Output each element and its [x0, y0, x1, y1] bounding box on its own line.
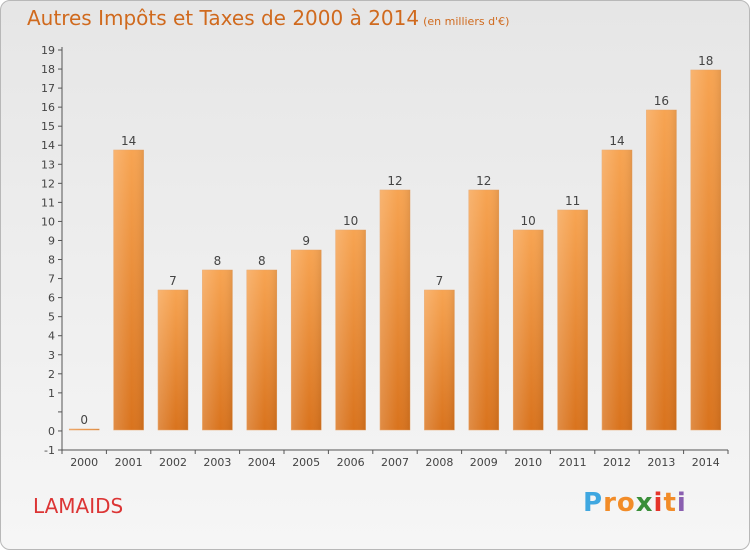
labels: 0 14 7 8 8 9 10 12 7 12 10 11 14 16 18: [80, 54, 713, 427]
x-tick-label: 2007: [381, 456, 409, 469]
bar-shade: [646, 110, 677, 430]
data-label: 7: [169, 274, 177, 288]
bar-shade: [158, 290, 188, 430]
x-tick-label: 2006: [337, 456, 365, 469]
logo-letter: i: [653, 488, 664, 518]
x-tick-label: 2010: [514, 456, 542, 469]
bar-shade: [113, 150, 144, 430]
data-label: 9: [302, 234, 310, 248]
x-tick-label: 2002: [159, 456, 187, 469]
data-label: 10: [343, 214, 358, 228]
y-tick-label: 5: [48, 311, 55, 324]
data-label: 14: [121, 134, 136, 148]
bar-shade: [202, 270, 233, 430]
x-tick-label: 2003: [203, 456, 231, 469]
x-tick-label: 2008: [425, 456, 453, 469]
data-label: 11: [565, 194, 580, 208]
logo-letter: t: [663, 488, 677, 518]
y-tick-label: 12: [41, 177, 55, 190]
data-label: 10: [521, 214, 536, 228]
x-tick-label: 2013: [647, 456, 675, 469]
data-label: 18: [698, 54, 713, 68]
bar-shade: [335, 230, 366, 430]
chart-unit: (en milliers d'€): [423, 15, 510, 28]
data-label: 14: [609, 134, 624, 148]
y-tick-label: 19: [41, 44, 55, 57]
data-label: 8: [214, 254, 222, 268]
logo-letter: x: [635, 488, 654, 518]
proxiti-logo: Proxiti: [583, 488, 687, 518]
y-tick-label: 1: [48, 387, 55, 400]
logo-letter: o: [616, 488, 636, 518]
x-tick-label: 2000: [70, 456, 98, 469]
x-tick-label: 2012: [603, 456, 631, 469]
bar-shade: [246, 270, 277, 430]
bar-shade: [602, 150, 632, 430]
y-tick-label: 0: [48, 425, 55, 438]
y-tick-label: -1: [44, 444, 55, 457]
bar-shade: [513, 230, 544, 430]
bar-shade: [291, 250, 322, 430]
x-tick-label: 2004: [248, 456, 276, 469]
y-tick-label: 8: [48, 254, 55, 267]
y-tick-label: 17: [41, 82, 55, 95]
y-tick-label: 3: [48, 349, 55, 362]
bar-shade: [424, 290, 455, 430]
logo-letter: i: [676, 488, 687, 518]
x-tick-label: 2011: [559, 456, 587, 469]
chart-title-text: Autres Impôts et Taxes de 2000 à 2014: [27, 6, 420, 30]
bar-shade: [380, 190, 410, 430]
logo-letter: r: [603, 488, 617, 518]
y-tick-label: 11: [41, 196, 55, 209]
y-tick-label: 14: [41, 139, 55, 152]
y-tick-label: 10: [41, 215, 55, 228]
y-tick-label: 13: [41, 158, 55, 171]
data-label: 0: [80, 413, 88, 427]
y-tick-label: 18: [41, 63, 55, 76]
data-label: 12: [476, 174, 491, 188]
data-label: 16: [654, 94, 669, 108]
commune-name: LAMAIDS: [33, 494, 124, 518]
bar-shade: [69, 429, 100, 430]
x-tick-label: 2014: [692, 456, 720, 469]
bar-shade: [690, 70, 721, 430]
y-tick-label: 6: [48, 292, 55, 305]
y-tick-label: 2: [48, 368, 55, 381]
x-tick-label: 2009: [470, 456, 498, 469]
x-tick-label: 2005: [292, 456, 320, 469]
y-tick-label: 15: [41, 120, 55, 133]
y-tick-label: 9: [48, 234, 55, 247]
bar-shade: [557, 210, 588, 430]
y-tick-label: 16: [41, 101, 55, 114]
y-tick-label: 4: [48, 330, 55, 343]
x-tick-label: 2001: [115, 456, 143, 469]
bars: [68, 69, 722, 431]
data-label: 8: [258, 254, 266, 268]
chart-title: Autres Impôts et Taxes de 2000 à 2014 (en…: [27, 6, 509, 30]
data-label: 12: [387, 174, 402, 188]
y-tick-label: 7: [48, 273, 55, 286]
logo-letter: P: [583, 488, 604, 518]
data-label: 7: [436, 274, 444, 288]
bar-shade: [468, 190, 499, 430]
